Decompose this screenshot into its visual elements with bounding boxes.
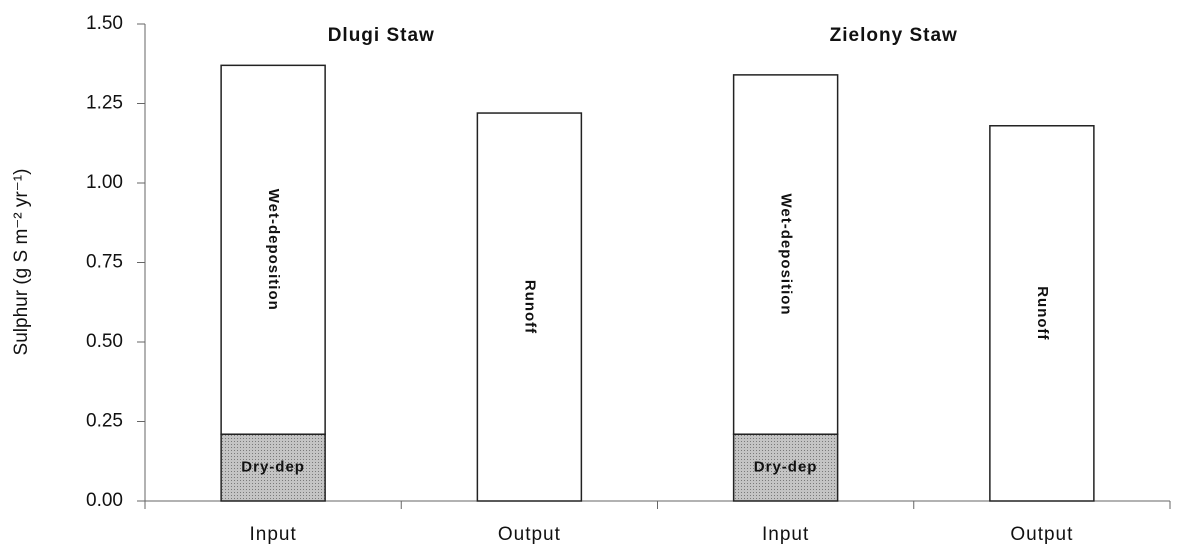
segment-label: Dry-dep xyxy=(241,459,305,476)
group-title: Zielony Staw xyxy=(830,25,958,46)
bar-segment xyxy=(220,433,326,502)
segment-label: Runoff xyxy=(521,280,538,334)
bar-segment xyxy=(732,433,839,502)
segment-label: Dry-dep xyxy=(754,459,818,476)
bar-segment xyxy=(989,125,1095,502)
y-axis-label: Sulphur (g S m⁻² yr⁻¹) xyxy=(11,169,32,356)
segment-label: Runoff xyxy=(1034,286,1051,340)
x-tick-label: Input xyxy=(762,524,809,545)
bar-segment xyxy=(220,64,326,435)
y-tick-label: 1.25 xyxy=(86,93,123,114)
y-tick-label: 0.25 xyxy=(86,411,123,432)
y-tick-label: 0.00 xyxy=(86,490,123,511)
group-title: Dlugi Staw xyxy=(328,25,435,46)
bar-segment xyxy=(476,112,583,502)
y-tick-label: 1.00 xyxy=(86,172,123,193)
y-tick-label: 1.50 xyxy=(86,13,123,34)
segment-label: Wet-deposition xyxy=(778,194,795,316)
x-tick-label: Output xyxy=(1010,524,1073,545)
segment-label: Wet-deposition xyxy=(265,189,282,311)
x-tick-label: Output xyxy=(498,524,561,545)
x-tick-label: Input xyxy=(249,524,296,545)
y-tick-label: 0.75 xyxy=(86,252,123,273)
y-tick-label: 0.50 xyxy=(86,331,123,352)
bar-segment xyxy=(732,74,839,435)
